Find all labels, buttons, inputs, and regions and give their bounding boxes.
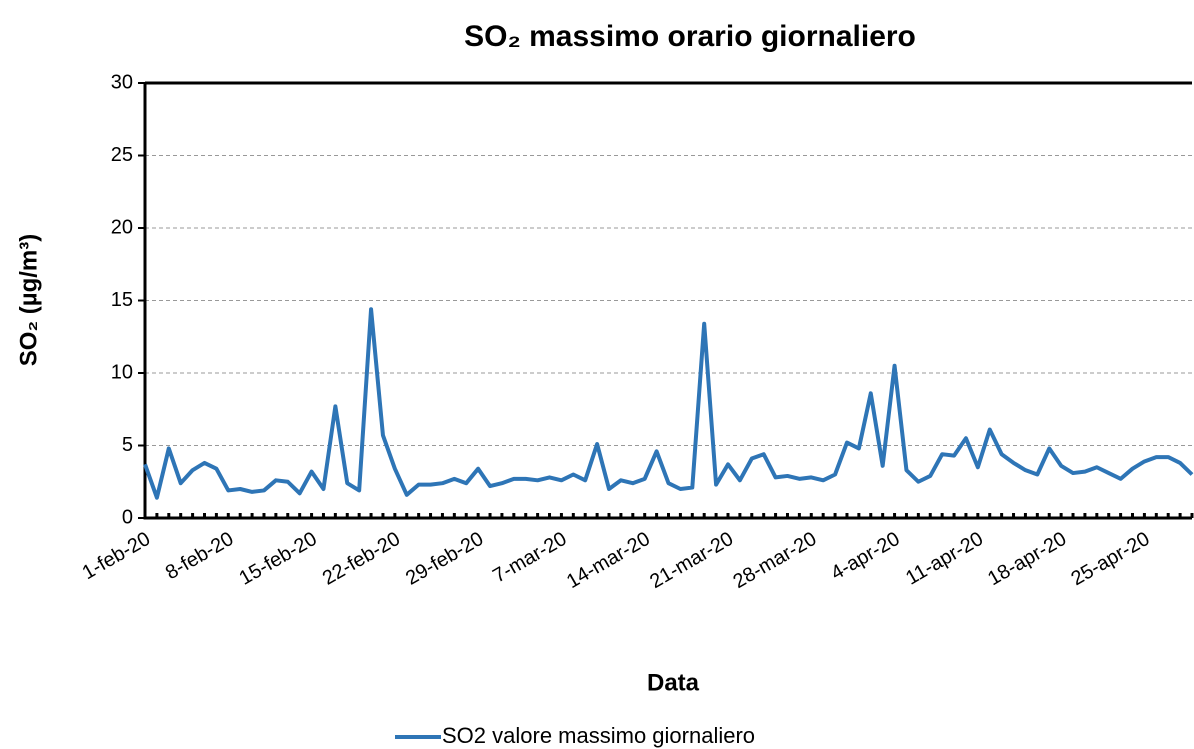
x-tick-label: 11-apr-20: [902, 528, 987, 590]
x-tick-label: 4-apr-20: [827, 528, 903, 585]
x-tick-label: 22-feb-20: [319, 528, 404, 590]
y-tick-label: 0: [122, 506, 133, 528]
x-tick-label: 15-feb-20: [236, 528, 321, 590]
y-axis-label: SO₂ (µg/m³): [15, 234, 42, 366]
y-tick-label: 5: [122, 434, 133, 456]
x-tick-label: 29-feb-20: [402, 528, 487, 590]
x-tick-label: 7-mar-20: [489, 528, 570, 588]
x-axis-label: Data: [647, 669, 700, 696]
x-tick-label: 14-mar-20: [563, 528, 654, 593]
x-tick-label: 28-mar-20: [730, 528, 821, 593]
y-tick-label: 30: [111, 71, 133, 93]
y-tick-label: 15: [111, 289, 133, 311]
x-tick-label: 18-apr-20: [984, 528, 1070, 590]
x-tick-label: 21-mar-20: [646, 528, 737, 593]
data-line: [143, 307, 1194, 500]
x-tick-label: 1-feb-20: [79, 528, 155, 584]
legend-label: SO2 valore massimo giornaliero: [442, 723, 755, 748]
y-tick-label: 10: [111, 361, 133, 383]
x-tick-label: 25-apr-20: [1067, 528, 1153, 590]
plot-frame: [143, 81, 1192, 520]
y-tick-label: 20: [111, 216, 133, 238]
chart-title: SO₂ massimo orario giornaliero: [464, 20, 916, 53]
y-tick-label: 25: [111, 144, 133, 166]
x-tick-label: 8-feb-20: [162, 528, 238, 584]
